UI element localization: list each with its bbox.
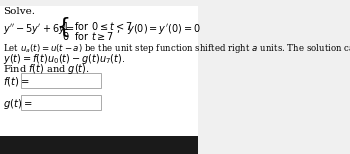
Text: $g(t) =$: $g(t) =$ xyxy=(4,97,33,111)
Text: Let $u_a(t) = u(t-a)$ be the unit step function shifted right $a$ units. The sol: Let $u_a(t) = u(t-a)$ be the unit step f… xyxy=(4,42,350,55)
Text: Find $f(t)$ and $g(t)$.: Find $f(t)$ and $g(t)$. xyxy=(4,62,90,76)
Text: Solve.: Solve. xyxy=(4,7,35,16)
FancyBboxPatch shape xyxy=(0,6,198,136)
FancyBboxPatch shape xyxy=(21,95,101,109)
Text: $1\ \ \mathrm{for}\ 0 \leq t < 7$: $1\ \ \mathrm{for}\ 0 \leq t < 7$ xyxy=(62,20,133,32)
FancyBboxPatch shape xyxy=(0,136,198,154)
Text: $0\ \ \mathrm{for}\ t \geq 7$: $0\ \ \mathrm{for}\ t \geq 7$ xyxy=(62,30,115,42)
Text: $,\ \ y(0) = y'(0) = 0$: $,\ \ y(0) = y'(0) = 0$ xyxy=(116,22,200,36)
Text: $y'' - 5y' + 6y =$: $y'' - 5y' + 6y =$ xyxy=(4,22,76,36)
Text: $f(t) =$: $f(t) =$ xyxy=(4,75,30,88)
Text: $y(t) = f(t)u_0(t) - g(t)u_7(t).$: $y(t) = f(t)u_0(t) - g(t)u_7(t).$ xyxy=(4,52,126,66)
FancyBboxPatch shape xyxy=(21,73,101,87)
Text: $\{$: $\{$ xyxy=(56,15,69,39)
